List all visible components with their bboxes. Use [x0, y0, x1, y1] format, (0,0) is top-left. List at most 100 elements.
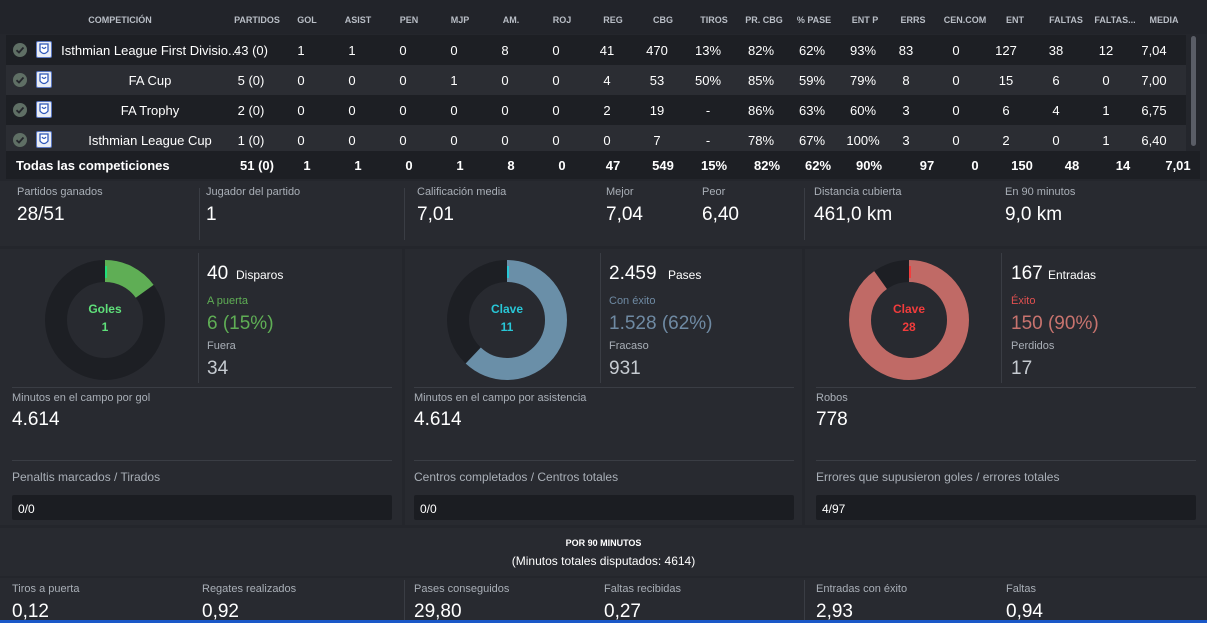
col-header-faltas-recibidas[interactable]: FALTAS...	[1094, 15, 1136, 25]
totals-roj: 0	[558, 158, 566, 173]
col-header-gol[interactable]: GOL	[297, 15, 317, 25]
table-row[interactable]: Isthmian League Cup 1 (0) 0 0 0 0 0 0 0 7 - 78% 67% 1…	[6, 125, 1186, 155]
divider	[816, 387, 1196, 388]
fuera-value: 34	[207, 358, 229, 379]
col-header-reg[interactable]: REG	[603, 15, 623, 25]
cell-partidos: 1 (0)	[237, 133, 265, 148]
col-header-pen[interactable]: PEN	[399, 15, 419, 25]
divider	[12, 387, 392, 388]
table-row[interactable]: Isthmian League First Divisio... 43 (0) 1 1…	[6, 35, 1186, 65]
col-header-cen-com[interactable]: CEN.COM	[943, 15, 987, 25]
totals-pase: 62%	[804, 158, 832, 173]
col-header-asist[interactable]: ASIST	[344, 15, 372, 25]
competition-crest-icon	[36, 41, 52, 58]
col-header-ent[interactable]: ENT	[1006, 15, 1024, 25]
col-header-tiros[interactable]: TIROS	[700, 15, 728, 25]
jugador-del-partido-value: 1	[206, 204, 217, 225]
col-header-faltas[interactable]: FALTAS	[1049, 15, 1083, 25]
divider	[816, 460, 1196, 461]
errores-value: 4/97	[816, 495, 1196, 520]
tackles-donut-chart	[849, 260, 969, 380]
col-header-partidos[interactable]: PARTIDOS	[234, 15, 280, 25]
exito-label: Éxito	[1011, 295, 1036, 307]
checkmark-icon	[13, 103, 27, 117]
fracaso-value: 931	[609, 358, 641, 379]
donut-marker	[909, 266, 911, 278]
cell-media: 6,40	[1141, 133, 1167, 148]
peor-label: Peor	[702, 186, 726, 198]
col-header-roj[interactable]: ROJ	[552, 15, 572, 25]
goals-donut-chart	[45, 260, 165, 380]
cell-tiros: 50%	[694, 73, 722, 88]
calificacion-media-value: 7,01	[417, 204, 454, 225]
totals-am: 8	[507, 158, 515, 173]
col-header-competicion[interactable]: COMPETICIÓN	[88, 15, 152, 25]
cell-faltas: 4	[1052, 103, 1060, 118]
cell-tiros: 13%	[694, 43, 722, 58]
cell-media: 7,04	[1141, 43, 1167, 58]
cell-roj: 0	[552, 133, 560, 148]
totals-gol: 1	[303, 158, 311, 173]
perdidos-value: 17	[1011, 358, 1033, 379]
competition-name[interactable]: Isthmian League Cup	[88, 133, 212, 148]
calificacion-media-label: Calificación media	[417, 186, 507, 198]
cell-ent-p: 60%	[849, 103, 877, 118]
pases-label: Pases	[668, 268, 702, 282]
minutos-por-asistencia-label: Minutos en el campo por asistencia	[414, 392, 587, 404]
cell-partidos: 5 (0)	[237, 73, 265, 88]
faltas-value: 0,94	[1006, 601, 1043, 622]
distancia-value: 461,0 km	[814, 204, 893, 225]
col-header-media[interactable]: MEDIA	[1149, 15, 1179, 25]
table-row[interactable]: FA Cup 5 (0) 0 0 0 1 0 0 4 53 50% 85% 59% 79% 8 0 15 6 0 7,…	[6, 65, 1186, 95]
cell-media: 7,00	[1141, 73, 1167, 88]
divider	[804, 188, 805, 240]
totals-row: Todas las competiciones 51 (0) 1 1 0 1 8…	[6, 151, 1200, 179]
cell-gol: 0	[297, 73, 305, 88]
table-row[interactable]: FA Trophy 2 (0) 0 0 0 0 0 0 2 19 - 86% 63% 60% 3 0 6 4 1 6,…	[6, 95, 1186, 125]
cell-pase: 63%	[798, 103, 826, 118]
col-header-errs[interactable]: ERRS	[900, 15, 926, 25]
cell-ent: 2	[1002, 133, 1010, 148]
competition-name[interactable]: FA Trophy	[120, 103, 180, 118]
cell-cbg: 7	[653, 133, 661, 148]
cell-am: 0	[501, 133, 509, 148]
divider	[414, 387, 794, 388]
col-header-am[interactable]: AM.	[502, 15, 520, 25]
table-scrollbar[interactable]	[1191, 36, 1196, 146]
competition-name[interactable]: FA Cup	[128, 73, 172, 88]
cell-cbg: 470	[646, 43, 668, 58]
partidos-ganados-value: 28/51	[17, 204, 65, 225]
cell-errs: 83	[898, 43, 914, 58]
errores-label: Errores que supusieron goles / errores t…	[816, 470, 1060, 484]
cell-mjp: 1	[450, 73, 458, 88]
col-header-ent-p[interactable]: ENT P	[851, 15, 879, 25]
competition-name[interactable]: Isthmian League First Divisio...	[61, 43, 239, 58]
competition-crest-icon	[36, 131, 52, 148]
totals-ent-p: 90%	[855, 158, 883, 173]
col-header-mjp[interactable]: MJP	[450, 15, 470, 25]
cell-mjp: 0	[450, 43, 458, 58]
divider	[12, 460, 392, 461]
divider	[804, 580, 805, 620]
cell-faltas: 6	[1052, 73, 1060, 88]
col-header-pr-cbg[interactable]: PR. CBG	[745, 15, 783, 25]
cell-cbg: 53	[649, 73, 665, 88]
divider	[404, 188, 405, 240]
donut-marker	[507, 266, 509, 278]
cell-pen: 0	[399, 103, 407, 118]
cell-errs: 8	[902, 73, 910, 88]
totals-reg: 47	[605, 158, 621, 173]
donut-marker	[105, 266, 107, 278]
bottom-accent-line	[0, 620, 1207, 623]
totals-label: Todas las competiciones	[16, 158, 170, 173]
divider	[1001, 253, 1002, 383]
col-header-pase[interactable]: % PASE	[796, 15, 832, 25]
summary-panel	[0, 181, 1207, 246]
disparos-value: 40	[207, 263, 229, 284]
cell-gol: 0	[297, 103, 305, 118]
faltas-label: Faltas	[1006, 583, 1036, 595]
cell-faltas-recibidas: 12	[1098, 43, 1114, 58]
col-header-cbg[interactable]: CBG	[653, 15, 673, 25]
centros-value: 0/0	[414, 495, 794, 520]
en-90-minutos-label: En 90 minutos	[1005, 186, 1076, 198]
